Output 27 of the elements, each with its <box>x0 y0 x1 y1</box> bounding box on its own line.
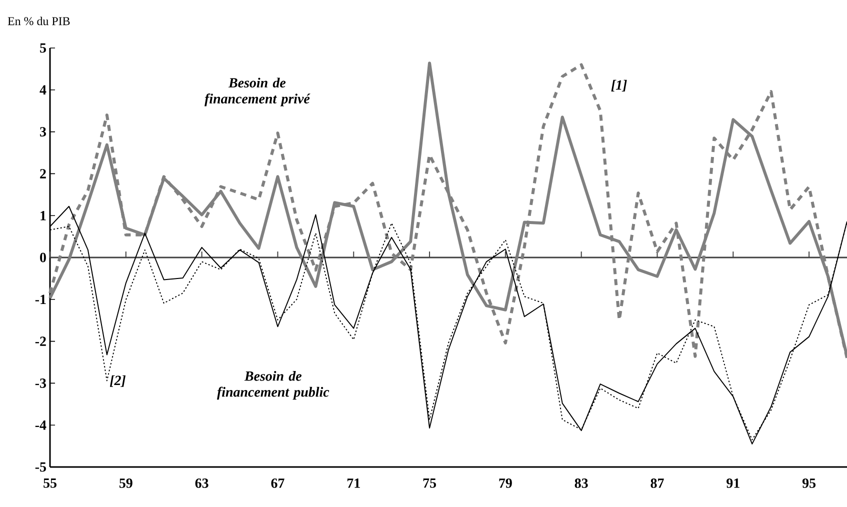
y-tick-label: 0 <box>40 252 46 262</box>
x-tick-label: 55 <box>44 478 56 488</box>
annotation: Besoin de financement privé <box>204 78 310 106</box>
y-tick-label: 5 <box>40 43 46 53</box>
annotation: Besoin de financement public <box>216 370 330 400</box>
x-tick-label: 75 <box>423 478 436 488</box>
x-tick-label: 87 <box>650 478 664 488</box>
y-tick-label: 4 <box>40 85 46 94</box>
y-tick-label: 1 <box>40 210 46 220</box>
y-tick-label: -1 <box>35 294 46 304</box>
annotation: [2] <box>110 375 126 387</box>
x-tick-label: 71 <box>347 478 360 488</box>
x-tick-label: 83 <box>574 478 588 488</box>
x-tick-label: 67 <box>271 478 284 488</box>
y-tick-label: -2 <box>35 336 46 346</box>
x-tick-label: 91 <box>726 478 740 488</box>
y-tick-label: -3 <box>35 378 46 388</box>
x-tick-label: 63 <box>195 478 208 488</box>
y-axis-title: En % du PIB <box>8 16 70 26</box>
annotation: [1] <box>611 80 627 92</box>
y-tick-label: 2 <box>40 169 46 178</box>
x-tick-label: 95 <box>802 478 816 488</box>
x-tick-label: 79 <box>499 478 512 488</box>
x-tick-label: 59 <box>119 478 132 488</box>
y-tick-label: -4 <box>35 420 46 430</box>
y-tick-label: 3 <box>40 127 46 136</box>
y-tick-label: -5 <box>35 462 46 472</box>
